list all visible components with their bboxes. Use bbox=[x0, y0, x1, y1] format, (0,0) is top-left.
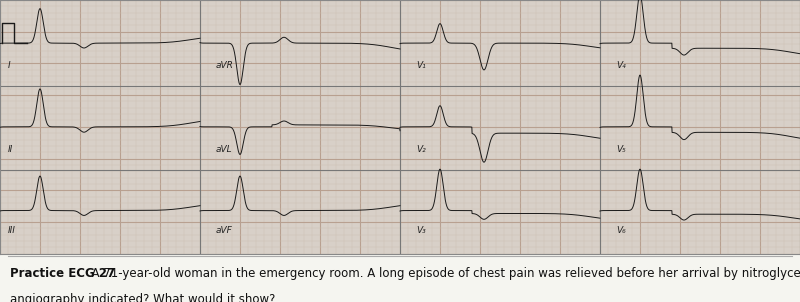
Text: II: II bbox=[8, 145, 14, 154]
Text: V₁: V₁ bbox=[416, 62, 426, 70]
Text: V₂: V₂ bbox=[416, 145, 426, 154]
Text: I: I bbox=[8, 62, 10, 70]
Text: V₃: V₃ bbox=[416, 226, 426, 235]
Text: aVR: aVR bbox=[216, 62, 234, 70]
Text: V₆: V₆ bbox=[616, 226, 626, 235]
Text: III: III bbox=[8, 226, 16, 235]
Text: aVL: aVL bbox=[216, 145, 233, 154]
Text: V₅: V₅ bbox=[616, 145, 626, 154]
Text: V₄: V₄ bbox=[616, 62, 626, 70]
Text: angiography indicated? What would it show?: angiography indicated? What would it sho… bbox=[10, 293, 275, 302]
Text: Practice ECG 27: Practice ECG 27 bbox=[10, 267, 114, 280]
Text: A 71-year-old woman in the emergency room. A long episode of chest pain was reli: A 71-year-old woman in the emergency roo… bbox=[84, 267, 800, 280]
Text: aVF: aVF bbox=[216, 226, 233, 235]
